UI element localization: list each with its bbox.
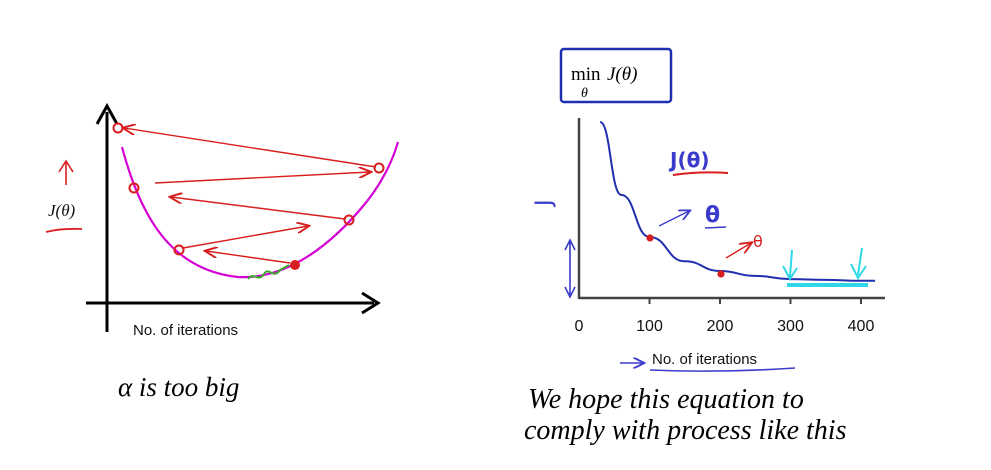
step-arrow xyxy=(171,197,346,220)
step-arrow xyxy=(182,226,308,249)
note-arrow-2 xyxy=(725,243,751,259)
x-tick-label: 300 xyxy=(777,318,804,335)
right-x-label-underline xyxy=(649,367,796,372)
green-squiggle xyxy=(247,264,290,280)
x-tick-label: 100 xyxy=(636,318,663,335)
left-x-label: No. of iterations xyxy=(133,322,238,339)
note-j-theta: J(θ) xyxy=(668,148,709,172)
left-y-label: J(θ) xyxy=(48,201,76,220)
step-arrow xyxy=(124,128,377,168)
step-point xyxy=(128,182,140,194)
x-tick-label: 400 xyxy=(848,318,875,335)
note-theta-1: θ xyxy=(705,203,720,228)
left-caption: α is too big xyxy=(118,372,239,402)
y-double-arrow-icon xyxy=(564,238,576,299)
right-y-glyph: J xyxy=(532,200,557,209)
right-caption-line2: comply with process like this xyxy=(524,415,847,446)
step-point xyxy=(343,214,355,226)
step-point xyxy=(373,162,385,174)
cyan-down-arrow-icon xyxy=(782,249,798,281)
step-arrow xyxy=(154,172,370,184)
note-theta-2: θ xyxy=(753,232,763,251)
up-arrow-icon xyxy=(58,159,74,185)
objective-subscript: θ xyxy=(581,86,588,101)
right-x-label: No. of iterations xyxy=(652,351,757,368)
note-theta-1-underline xyxy=(704,226,727,229)
objective-min: min xyxy=(571,64,601,85)
objective-box xyxy=(559,47,673,104)
step-point xyxy=(112,122,124,134)
x-tick-label: 0 xyxy=(575,318,584,335)
note-arrow-1 xyxy=(658,211,689,227)
left-x-axis-arrowhead xyxy=(361,291,381,315)
curve-point xyxy=(646,234,654,242)
right-caption-line1: We hope this equation to xyxy=(528,384,804,415)
left-y-label-underline xyxy=(45,227,83,233)
left-diagram: J(θ) No. of iterations xyxy=(45,102,400,339)
cyan-down-arrow-icon xyxy=(850,247,867,280)
minimum-point xyxy=(290,260,300,270)
cost-curve xyxy=(120,141,400,279)
step-arrow xyxy=(206,251,291,264)
curve-point xyxy=(717,270,725,278)
objective-j: J(θ) xyxy=(607,64,637,85)
step-point xyxy=(173,244,185,256)
right-chart: min θ J(θ) J 0 100 200 300 400 J(θ) θ θ No. … xyxy=(532,47,885,372)
x-tick-label: 200 xyxy=(707,318,734,335)
cost-series-line xyxy=(599,121,876,282)
left-y-axis-arrowhead xyxy=(95,102,119,125)
note-j-underline xyxy=(672,171,729,176)
